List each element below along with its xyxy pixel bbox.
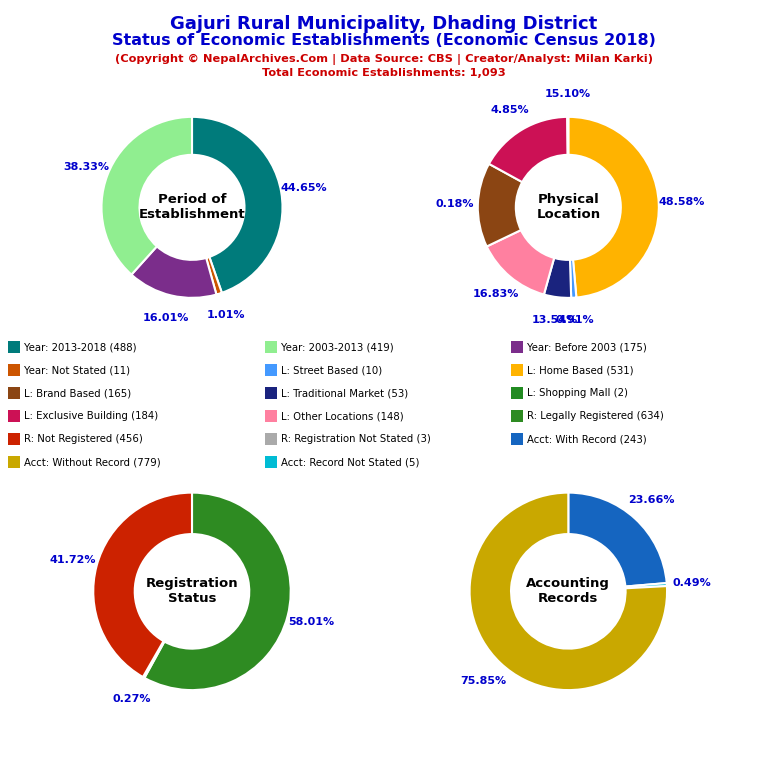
Text: 75.85%: 75.85% [460,676,506,686]
Text: R: Not Registered (456): R: Not Registered (456) [24,434,143,445]
Text: 16.01%: 16.01% [143,313,190,323]
Text: 0.91%: 0.91% [556,316,594,326]
Wedge shape [544,258,571,298]
Text: 0.18%: 0.18% [436,199,475,209]
Text: 38.33%: 38.33% [64,162,109,172]
Text: R: Registration Not Stated (3): R: Registration Not Stated (3) [281,434,431,445]
Text: Total Economic Establishments: 1,093: Total Economic Establishments: 1,093 [262,68,506,78]
Text: Acct: Without Record (779): Acct: Without Record (779) [24,457,161,468]
Text: L: Street Based (10): L: Street Based (10) [281,365,382,376]
Text: (Copyright © NepalArchives.Com | Data Source: CBS | Creator/Analyst: Milan Karki: (Copyright © NepalArchives.Com | Data So… [115,54,653,65]
Text: 13.54%: 13.54% [531,315,578,325]
Text: 44.65%: 44.65% [280,184,327,194]
Text: 41.72%: 41.72% [49,554,96,564]
Wedge shape [568,492,667,587]
Text: Status of Economic Establishments (Economic Census 2018): Status of Economic Establishments (Econo… [112,33,656,48]
Wedge shape [192,117,283,293]
Text: 16.83%: 16.83% [472,289,518,299]
Wedge shape [478,164,522,247]
Text: 1.01%: 1.01% [207,310,245,320]
Text: Accounting
Records: Accounting Records [526,578,611,605]
Wedge shape [625,583,667,588]
Wedge shape [93,492,192,677]
Text: 15.10%: 15.10% [545,89,591,99]
Text: L: Brand Based (165): L: Brand Based (165) [24,388,131,399]
Text: Physical
Location: Physical Location [536,194,601,221]
Text: Year: 2003-2013 (419): Year: 2003-2013 (419) [281,342,394,353]
Text: L: Shopping Mall (2): L: Shopping Mall (2) [527,388,628,399]
Wedge shape [144,492,291,690]
Text: L: Traditional Market (53): L: Traditional Market (53) [281,388,409,399]
Text: Year: Before 2003 (175): Year: Before 2003 (175) [527,342,647,353]
Text: Acct: With Record (243): Acct: With Record (243) [527,434,647,445]
Wedge shape [131,247,217,298]
Wedge shape [489,117,568,182]
Text: Gajuri Rural Municipality, Dhading District: Gajuri Rural Municipality, Dhading Distr… [170,15,598,33]
Wedge shape [469,492,667,690]
Text: R: Legally Registered (634): R: Legally Registered (634) [527,411,664,422]
Wedge shape [143,641,164,678]
Text: 4.85%: 4.85% [491,105,529,115]
Text: Period of
Establishment: Period of Establishment [139,194,245,221]
Text: L: Exclusive Building (184): L: Exclusive Building (184) [24,411,158,422]
Text: 23.66%: 23.66% [628,495,675,505]
Text: Acct: Record Not Stated (5): Acct: Record Not Stated (5) [281,457,419,468]
Text: 0.49%: 0.49% [672,578,711,588]
Text: 58.01%: 58.01% [289,617,335,627]
Text: Year: Not Stated (11): Year: Not Stated (11) [24,365,130,376]
Wedge shape [487,230,554,294]
Text: 48.58%: 48.58% [658,197,704,207]
Wedge shape [101,117,192,275]
Text: 0.27%: 0.27% [112,694,151,704]
Wedge shape [206,257,222,294]
Text: Registration
Status: Registration Status [146,578,238,605]
Text: L: Home Based (531): L: Home Based (531) [527,365,634,376]
Wedge shape [570,260,576,298]
Wedge shape [568,117,659,297]
Text: Year: 2013-2018 (488): Year: 2013-2018 (488) [24,342,137,353]
Text: L: Other Locations (148): L: Other Locations (148) [281,411,404,422]
